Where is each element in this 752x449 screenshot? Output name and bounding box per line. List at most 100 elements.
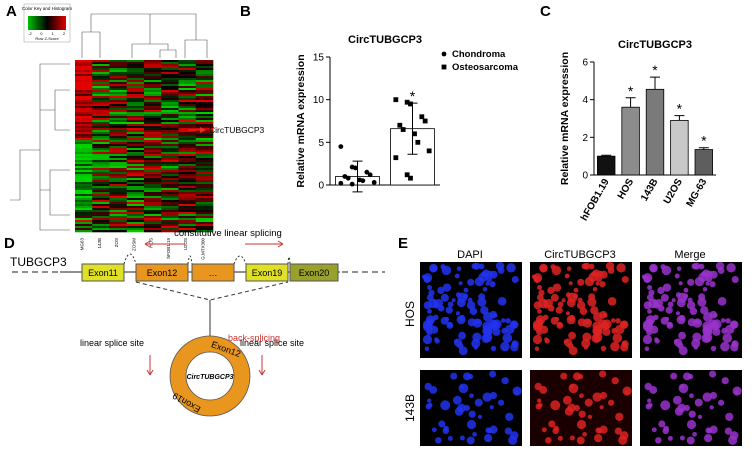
- cell: [422, 334, 433, 345]
- cell: [474, 276, 485, 287]
- cell: [576, 301, 586, 310]
- cell: [694, 276, 705, 287]
- heatmap-cell: [75, 124, 93, 127]
- heatmap-cell: [75, 198, 93, 201]
- heatmap-cell: [144, 188, 162, 191]
- heatmap-cell: [178, 104, 197, 107]
- heatmap-cell: [144, 150, 162, 153]
- heatmap-cell: [161, 222, 179, 225]
- circ-name: CircTUBGCP3: [186, 374, 233, 381]
- cell: [473, 262, 481, 270]
- cell: [427, 309, 432, 314]
- color-key-ticks: -2 0 1 2: [28, 31, 66, 36]
- chart-title: CircTUBGCP3: [618, 39, 692, 51]
- data-point: [360, 178, 366, 184]
- heatmap-cell: [126, 124, 145, 127]
- heatmap-cell: [92, 186, 110, 189]
- heatmap-cell: [178, 74, 197, 77]
- cell: [505, 412, 514, 421]
- cell: [541, 427, 547, 433]
- heatmap-cell: [75, 204, 93, 207]
- heatmap-cell: [195, 222, 214, 225]
- cell: [444, 316, 450, 322]
- cell: [568, 383, 579, 394]
- heatmap-cell: [195, 200, 214, 203]
- cell: [676, 315, 686, 325]
- heatmap-cell: [161, 180, 179, 183]
- heatmap-cell: [195, 68, 214, 71]
- heatmap-cell: [144, 64, 162, 67]
- heatmap-cell: [126, 66, 145, 69]
- cell: [667, 435, 673, 441]
- heatmap-cell: [75, 92, 93, 95]
- cell: [611, 377, 619, 385]
- cell: [489, 270, 498, 279]
- heatmap-cell: [195, 78, 214, 81]
- heatmap-cell: [92, 194, 110, 197]
- cell: [447, 301, 454, 308]
- heatmap-cell: [109, 212, 128, 215]
- heatmap-cell: [178, 60, 197, 63]
- y-tick-label: 0: [582, 171, 588, 182]
- heatmap-cell: [195, 156, 214, 159]
- cell: [469, 393, 474, 399]
- bar: [670, 119, 689, 176]
- cell: [557, 301, 564, 308]
- heatmap-cell: [195, 176, 214, 179]
- heatmap-cell: [144, 168, 162, 171]
- heatmap-cell: [195, 110, 214, 113]
- cell: [561, 298, 566, 303]
- heatmap-cell: [109, 200, 128, 203]
- cell: [427, 402, 433, 408]
- heatmap-cell: [195, 162, 214, 165]
- heatmap-cell: [161, 140, 179, 143]
- data-point: [393, 155, 399, 161]
- heatmap-cell: [195, 124, 214, 127]
- heatmap-cell: [109, 70, 128, 73]
- cell: [492, 327, 501, 336]
- heatmap-cell: [161, 78, 179, 81]
- heatmap-cell: [126, 184, 145, 187]
- cell: [450, 372, 458, 380]
- cell: [466, 419, 477, 430]
- cell: [565, 311, 570, 316]
- heatmap-cell: [126, 88, 145, 91]
- significance: *: [677, 101, 683, 117]
- heatmap-cell: [195, 134, 214, 137]
- cell: [572, 293, 579, 299]
- cell: [615, 412, 624, 421]
- bar: [645, 88, 665, 176]
- heatmap-cell: [75, 200, 93, 203]
- heatmap-cell: [109, 64, 128, 67]
- heatmap-cell: [144, 164, 162, 167]
- heatmap-cell: [195, 204, 214, 207]
- heatmap-cell: [92, 162, 110, 165]
- heatmap-cell: [92, 102, 110, 105]
- heatmap-cell: [92, 94, 110, 97]
- data-point: [371, 180, 377, 185]
- heatmap-cell: [109, 192, 128, 195]
- heatmap-cell: [195, 126, 214, 129]
- cell: [599, 281, 606, 288]
- heatmap-cell: [195, 216, 214, 219]
- cell: [425, 315, 436, 325]
- cell: [614, 427, 622, 435]
- heatmap-cell: [144, 102, 162, 105]
- cell: [478, 293, 486, 301]
- heatmap-cell: [178, 226, 197, 229]
- heatmap-cell: [178, 174, 197, 177]
- heatmap-cell: [109, 154, 128, 157]
- panel-label: C: [540, 3, 551, 20]
- heatmap-cell: [126, 116, 145, 119]
- heatmap-cell: [161, 224, 179, 227]
- heatmap-cell: [178, 166, 197, 169]
- heatmap-cell: [126, 118, 145, 121]
- color-key-title: Color Key and Histogram: [22, 6, 73, 11]
- heatmap-cell: [195, 142, 214, 145]
- heatmap-cell: [144, 108, 162, 111]
- heatmap-cell: [92, 152, 110, 155]
- cell: [600, 345, 607, 352]
- y-tick-label: 2: [582, 133, 588, 144]
- back-splice-lines: [135, 281, 289, 301]
- heatmap-cell: [161, 190, 179, 193]
